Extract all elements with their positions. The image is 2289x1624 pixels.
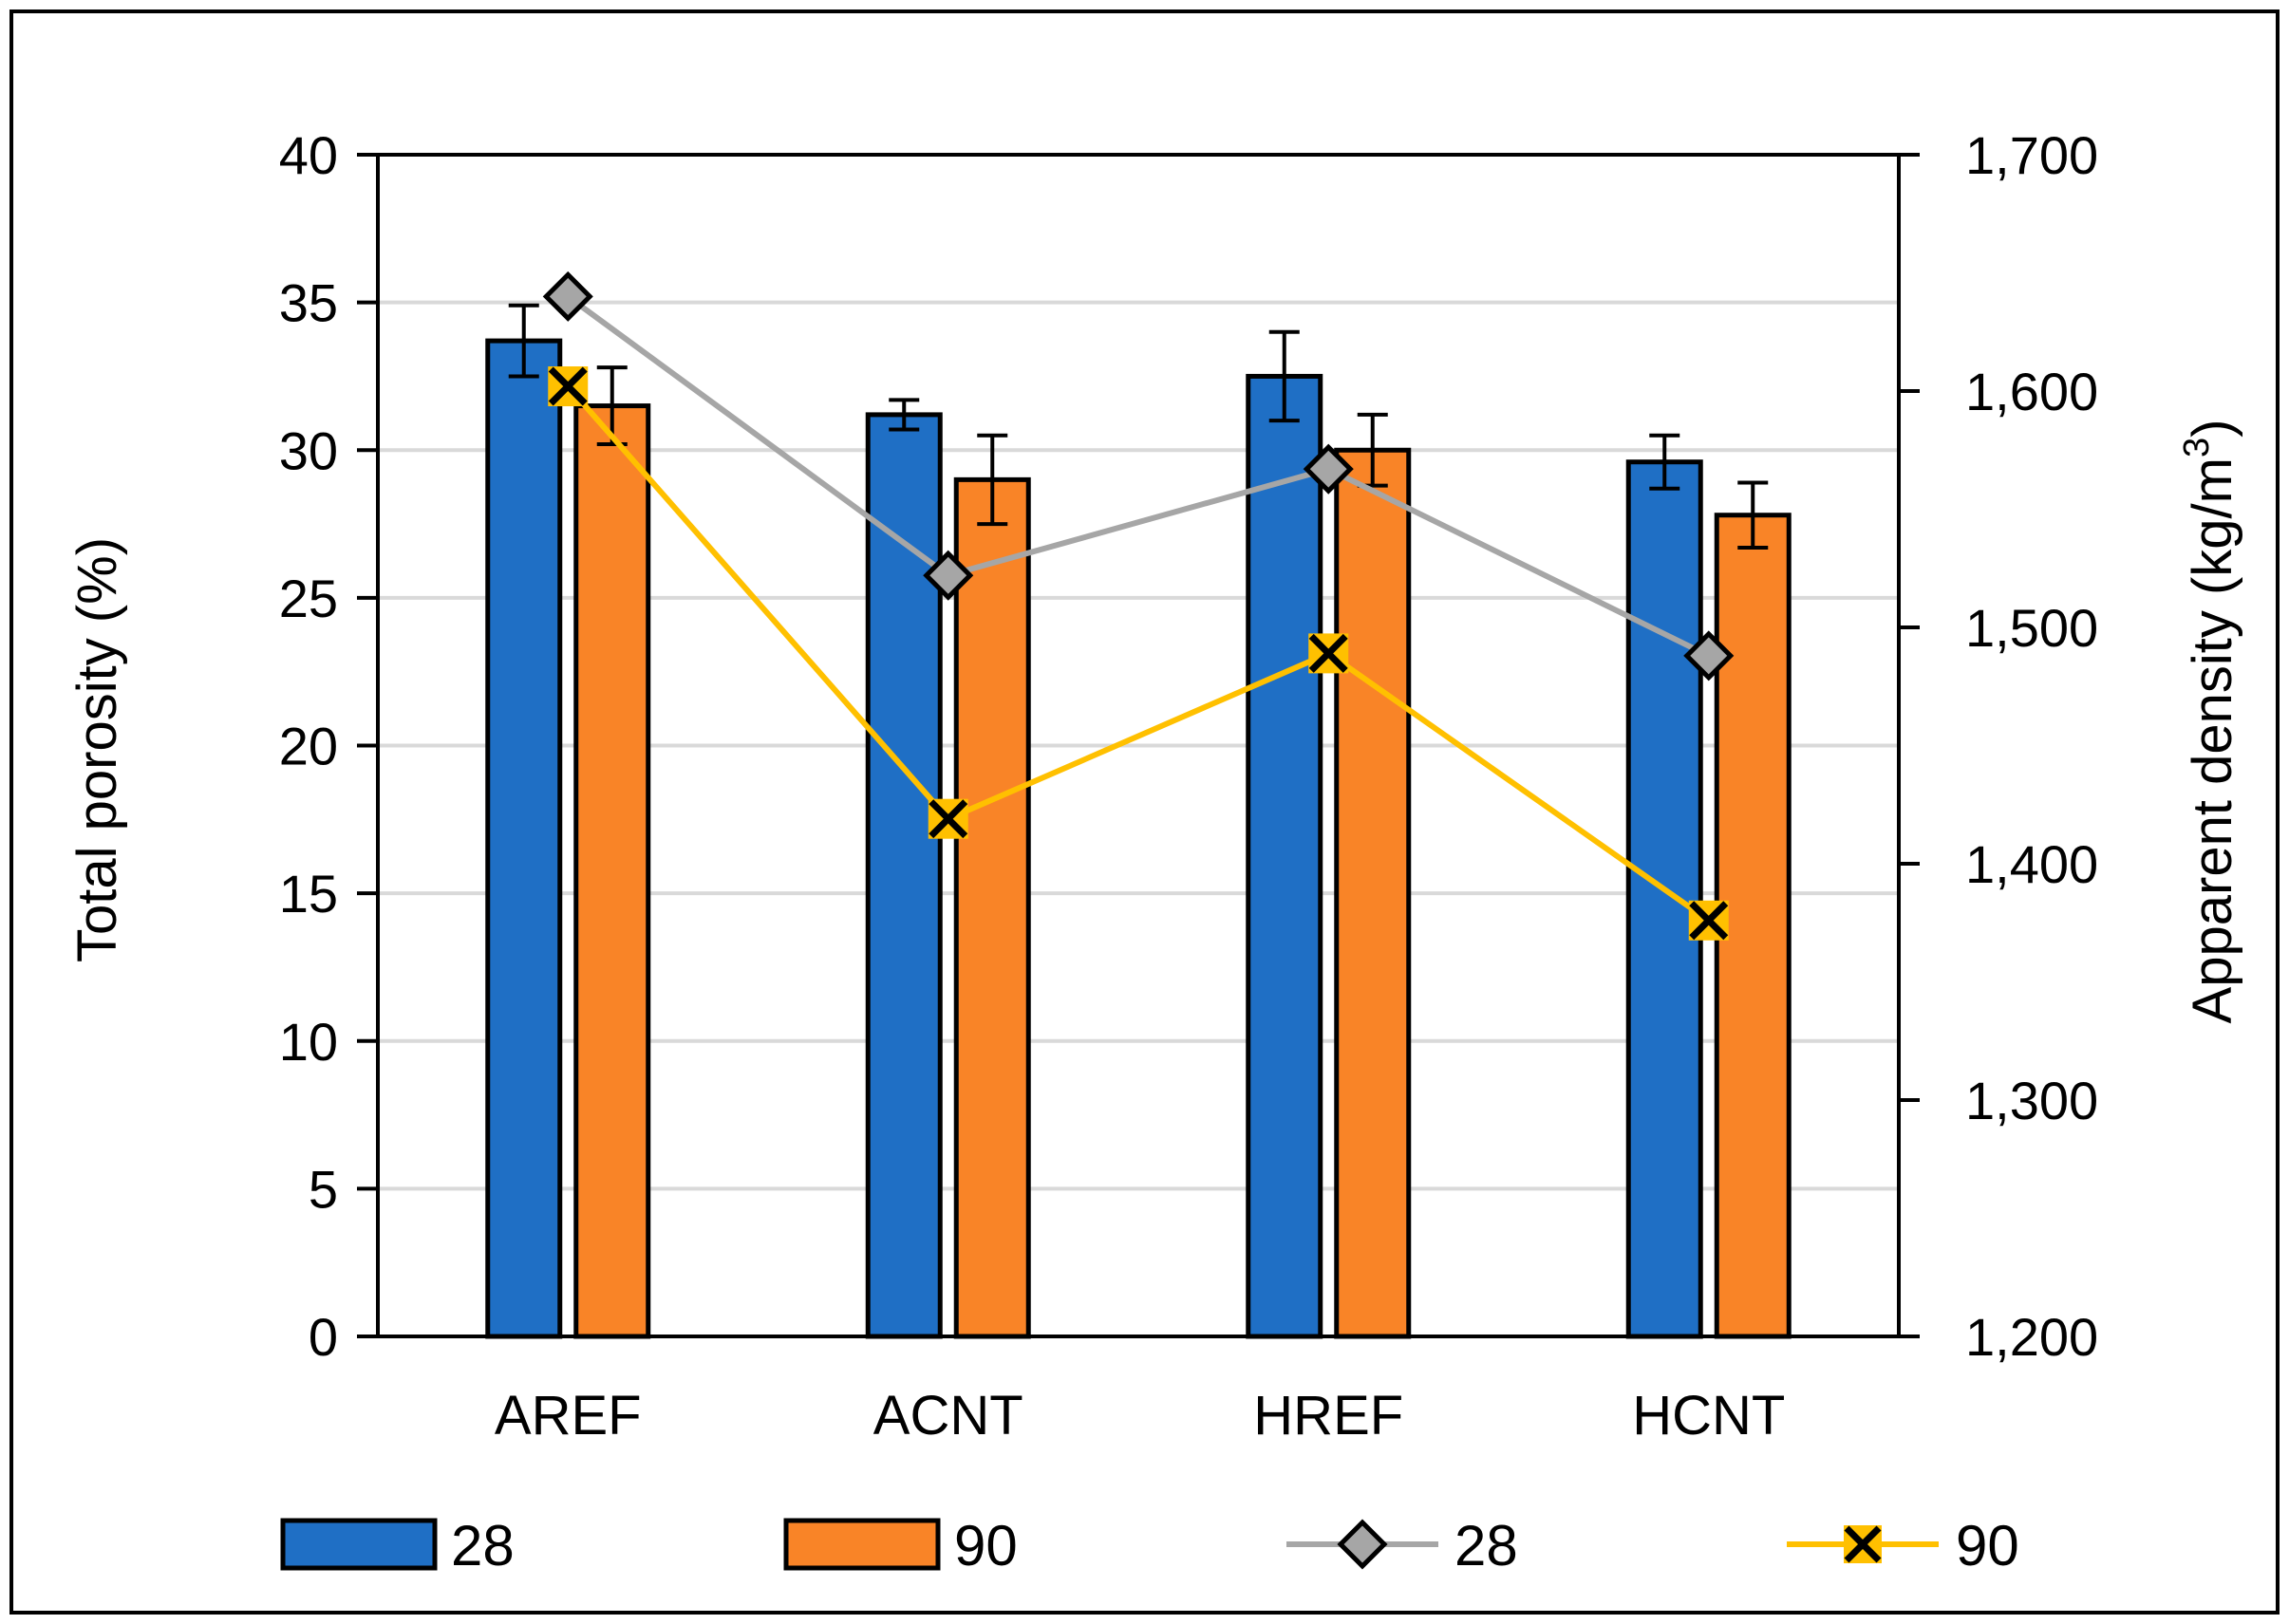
y-axis-title-right: Apparent density (kg/m3) — [2177, 420, 2243, 1024]
y-tick-label: 15 — [279, 864, 338, 924]
legend-swatch-bar-28 — [280, 1518, 438, 1571]
y2-tick-label: 1,200 — [1965, 1307, 2098, 1367]
marker-x — [548, 366, 588, 406]
lines — [542, 271, 1735, 941]
x-tick-label: HREF — [1253, 1385, 1403, 1447]
y-tick-label: 10 — [279, 1012, 338, 1072]
x-axis: AREF ACNT HREF HCNT — [495, 1385, 1785, 1447]
y-axis-title-right-sup: 3 — [2177, 438, 2217, 457]
legend-marker-x-90 — [1844, 1525, 1882, 1563]
y-tick-label: 25 — [279, 569, 338, 628]
marker-diamond — [1303, 443, 1354, 495]
bars — [485, 338, 1792, 1339]
bar — [953, 476, 1031, 1339]
x-tick-label: HCNT — [1632, 1385, 1785, 1447]
bar — [1334, 447, 1412, 1339]
marker-x — [1689, 901, 1729, 941]
marker-diamond — [1683, 630, 1735, 681]
legend: 28 90 28 90 — [280, 1514, 2019, 1577]
x-tick-label: ACNT — [873, 1385, 1023, 1447]
legend-label-bar-90: 90 — [954, 1514, 1018, 1577]
legend-swatch-bar-90 — [783, 1518, 941, 1571]
y-axis-right: 1,200 1,300 1,400 1,500 1,600 1,700 — [1899, 125, 2098, 1367]
marker-diamond — [923, 550, 974, 601]
y-tick-label: 20 — [279, 717, 338, 776]
y-axis-title-right-main: Apparent density (kg/m — [2182, 457, 2243, 1023]
y2-tick-label: 1,300 — [1965, 1071, 2098, 1130]
y-axis-left: 0 5 10 15 20 25 30 35 40 — [279, 125, 378, 1367]
y-tick-label: 35 — [279, 273, 338, 333]
bar — [865, 412, 943, 1339]
legend-label-line-90: 90 — [1956, 1514, 2019, 1577]
y-axis-title-right-tail: ) — [2182, 420, 2243, 438]
bar — [1625, 459, 1703, 1339]
y-axis-title-left: Total porosity (%) — [66, 537, 128, 962]
error-bars — [508, 303, 1769, 550]
marker-x — [1308, 633, 1348, 673]
y-tick-label: 0 — [309, 1307, 338, 1367]
bar — [485, 338, 563, 1339]
chart-border — [9, 9, 2280, 1615]
bar — [573, 403, 651, 1339]
y2-tick-label: 1,700 — [1965, 125, 2098, 185]
y2-tick-label: 1,500 — [1965, 598, 2098, 658]
y-tick-label: 30 — [279, 420, 338, 480]
legend-label-bar-28: 28 — [451, 1514, 515, 1577]
marker-diamond — [542, 271, 593, 322]
marker-x — [929, 799, 968, 839]
y-tick-label: 5 — [309, 1159, 338, 1219]
y-tick-label: 40 — [279, 125, 338, 185]
y2-tick-label: 1,600 — [1965, 362, 2098, 421]
series-line — [565, 384, 1711, 924]
bar — [1246, 373, 1323, 1339]
series-line — [566, 293, 1711, 659]
y2-tick-label: 1,400 — [1965, 834, 2098, 894]
legend-marker-diamond-28 — [1337, 1519, 1388, 1570]
legend-label-line-28: 28 — [1454, 1514, 1518, 1577]
x-tick-label: AREF — [495, 1385, 642, 1447]
